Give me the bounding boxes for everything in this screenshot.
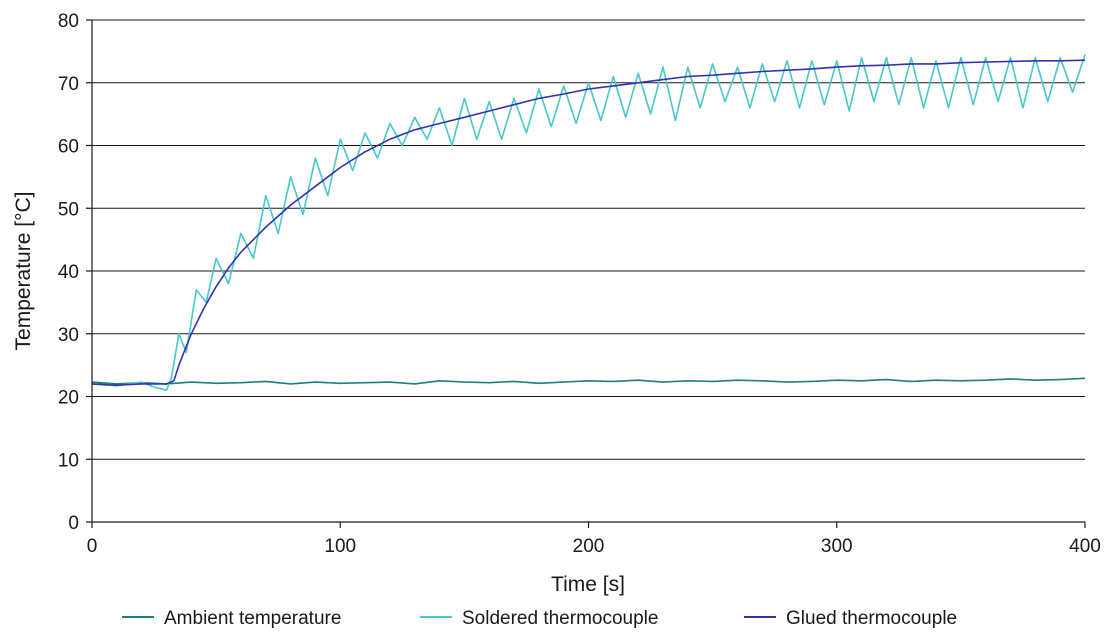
y-tick-label-60: 60 — [58, 137, 79, 158]
y-tick-label-70: 70 — [58, 74, 79, 95]
legend: Ambient temperature Soldered thermocouple… — [122, 608, 957, 629]
x-tick-label-400: 400 — [1069, 536, 1101, 557]
y-tick-label-40: 40 — [58, 262, 79, 283]
legend-label-1: Ambient temperature — [164, 608, 341, 629]
series-line-3 — [91, 59, 1086, 387]
y-tick-label-30: 30 — [58, 325, 79, 346]
x-tick-label-300: 300 — [821, 536, 853, 557]
y-tick-labels: 0 10 20 30 40 50 60 70 80 — [58, 11, 79, 534]
y-tick-label-50: 50 — [58, 199, 79, 220]
x-tick-label-100: 100 — [324, 536, 356, 557]
y-tick-label-0: 0 — [68, 513, 79, 534]
y-axis-title: Temperature [°C] — [12, 192, 35, 351]
legend-label-3: Glued thermocouple — [786, 608, 957, 629]
x-tick-label-200: 200 — [573, 536, 605, 557]
y-tick-label-80: 80 — [58, 11, 79, 32]
x-tick-labels: 0 100 200 300 400 — [87, 536, 1101, 557]
x-tick-label-0: 0 — [87, 536, 98, 557]
series-lines — [91, 54, 1086, 392]
axes — [86, 19, 1086, 528]
legend-label-2: Soldered thermocouple — [462, 608, 658, 629]
gridlines — [92, 19, 1085, 460]
y-tick-label-20: 20 — [58, 388, 79, 409]
y-tick-label-10: 10 — [58, 450, 79, 471]
series-line-2 — [91, 54, 1086, 392]
x-axis-title: Time [s] — [551, 573, 625, 596]
series-line-1 — [91, 377, 1086, 385]
